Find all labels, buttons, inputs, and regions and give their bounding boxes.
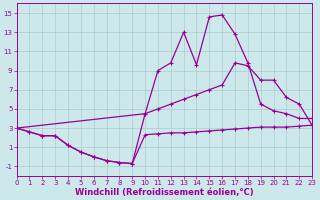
X-axis label: Windchill (Refroidissement éolien,°C): Windchill (Refroidissement éolien,°C) <box>75 188 254 197</box>
